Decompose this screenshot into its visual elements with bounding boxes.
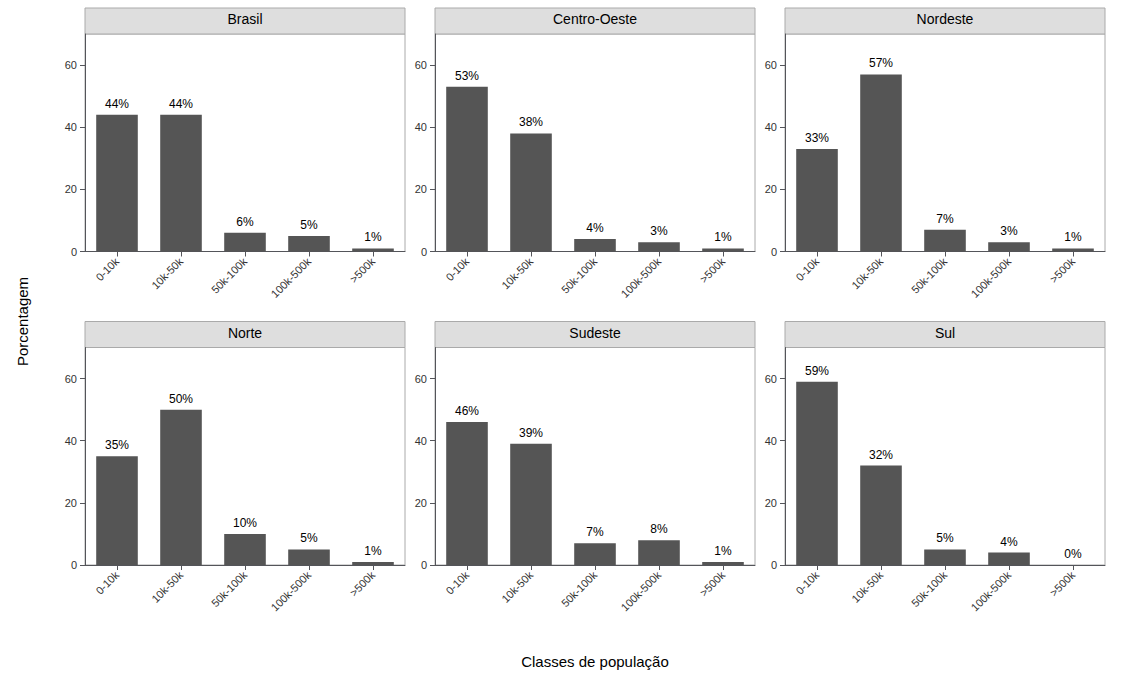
svg-text:>500k: >500k — [697, 568, 727, 598]
svg-text:>500k: >500k — [347, 568, 377, 598]
svg-text:40: 40 — [65, 121, 77, 133]
svg-text:Sudeste: Sudeste — [569, 325, 621, 341]
svg-text:100k-500k: 100k-500k — [268, 255, 313, 300]
svg-text:6%: 6% — [236, 215, 254, 229]
svg-text:0-10k: 0-10k — [93, 255, 121, 283]
svg-text:40: 40 — [765, 435, 777, 447]
svg-text:46%: 46% — [455, 404, 479, 418]
svg-text:0-10k: 0-10k — [443, 255, 471, 283]
svg-text:5%: 5% — [936, 531, 954, 545]
svg-text:0: 0 — [71, 559, 77, 571]
svg-text:57%: 57% — [869, 56, 893, 70]
svg-text:0-10k: 0-10k — [93, 568, 121, 596]
svg-text:20: 20 — [765, 497, 777, 509]
svg-text:0: 0 — [421, 559, 427, 571]
svg-text:>500k: >500k — [1047, 255, 1077, 285]
svg-text:100k-500k: 100k-500k — [618, 568, 663, 613]
svg-text:Classes de população: Classes de população — [521, 653, 669, 670]
svg-text:35%: 35% — [105, 438, 129, 452]
svg-text:1%: 1% — [714, 230, 732, 244]
svg-text:8%: 8% — [650, 522, 668, 536]
svg-text:20: 20 — [765, 183, 777, 195]
svg-text:0: 0 — [771, 246, 777, 258]
svg-text:60: 60 — [415, 373, 427, 385]
svg-text:40: 40 — [415, 121, 427, 133]
svg-text:40: 40 — [415, 435, 427, 447]
svg-text:60: 60 — [765, 59, 777, 71]
svg-text:Sul: Sul — [935, 325, 955, 341]
svg-text:50k-100k: 50k-100k — [909, 255, 950, 296]
svg-text:44%: 44% — [105, 97, 129, 111]
svg-text:5%: 5% — [300, 218, 318, 232]
svg-text:3%: 3% — [1000, 224, 1018, 238]
svg-text:Porcentagem: Porcentagem — [14, 277, 31, 366]
svg-text:10k-50k: 10k-50k — [499, 255, 535, 291]
svg-text:1%: 1% — [1064, 230, 1082, 244]
svg-text:50k-100k: 50k-100k — [209, 255, 250, 296]
svg-text:7%: 7% — [586, 525, 604, 539]
svg-text:50k-100k: 50k-100k — [559, 568, 600, 609]
svg-text:50%: 50% — [169, 392, 193, 406]
svg-text:100k-500k: 100k-500k — [268, 568, 313, 613]
svg-text:100k-500k: 100k-500k — [968, 255, 1013, 300]
svg-text:0: 0 — [71, 246, 77, 258]
svg-text:60: 60 — [415, 59, 427, 71]
svg-text:Brasil: Brasil — [227, 11, 262, 27]
svg-text:20: 20 — [65, 183, 77, 195]
svg-text:0-10k: 0-10k — [793, 255, 821, 283]
svg-text:5%: 5% — [300, 531, 318, 545]
svg-text:38%: 38% — [519, 115, 543, 129]
svg-text:50k-100k: 50k-100k — [559, 255, 600, 296]
svg-text:60: 60 — [765, 373, 777, 385]
svg-text:1%: 1% — [364, 230, 382, 244]
svg-text:59%: 59% — [805, 364, 829, 378]
svg-text:4%: 4% — [1000, 535, 1018, 549]
svg-text:33%: 33% — [805, 131, 829, 145]
svg-text:60: 60 — [65, 59, 77, 71]
svg-text:50k-100k: 50k-100k — [209, 568, 250, 609]
svg-text:0: 0 — [421, 246, 427, 258]
svg-text:40: 40 — [65, 435, 77, 447]
svg-text:20: 20 — [415, 183, 427, 195]
svg-text:1%: 1% — [364, 544, 382, 558]
svg-text:0%: 0% — [1064, 547, 1082, 561]
svg-text:0: 0 — [771, 559, 777, 571]
svg-text:20: 20 — [415, 497, 427, 509]
svg-text:20: 20 — [65, 497, 77, 509]
svg-text:>500k: >500k — [697, 255, 727, 285]
svg-text:32%: 32% — [869, 448, 893, 462]
svg-text:0-10k: 0-10k — [793, 568, 821, 596]
svg-text:1%: 1% — [714, 544, 732, 558]
svg-text:10k-50k: 10k-50k — [149, 568, 185, 604]
svg-text:100k-500k: 100k-500k — [968, 568, 1013, 613]
svg-text:0-10k: 0-10k — [443, 568, 471, 596]
svg-text:Centro-Oeste: Centro-Oeste — [553, 11, 637, 27]
svg-text:60: 60 — [65, 373, 77, 385]
svg-text:100k-500k: 100k-500k — [618, 255, 663, 300]
svg-text:40: 40 — [765, 121, 777, 133]
svg-text:Nordeste: Nordeste — [917, 11, 974, 27]
svg-text:>500k: >500k — [347, 255, 377, 285]
svg-text:10k-50k: 10k-50k — [149, 255, 185, 291]
svg-text:10%: 10% — [233, 516, 257, 530]
svg-text:50k-100k: 50k-100k — [909, 568, 950, 609]
svg-text:53%: 53% — [455, 69, 479, 83]
svg-text:10k-50k: 10k-50k — [849, 255, 885, 291]
svg-text:4%: 4% — [586, 221, 604, 235]
svg-text:Norte: Norte — [228, 325, 262, 341]
svg-text:10k-50k: 10k-50k — [849, 568, 885, 604]
svg-text:10k-50k: 10k-50k — [499, 568, 535, 604]
svg-text:7%: 7% — [936, 212, 954, 226]
svg-text:39%: 39% — [519, 426, 543, 440]
svg-text:44%: 44% — [169, 97, 193, 111]
svg-text:>500k: >500k — [1047, 568, 1077, 598]
svg-text:3%: 3% — [650, 224, 668, 238]
